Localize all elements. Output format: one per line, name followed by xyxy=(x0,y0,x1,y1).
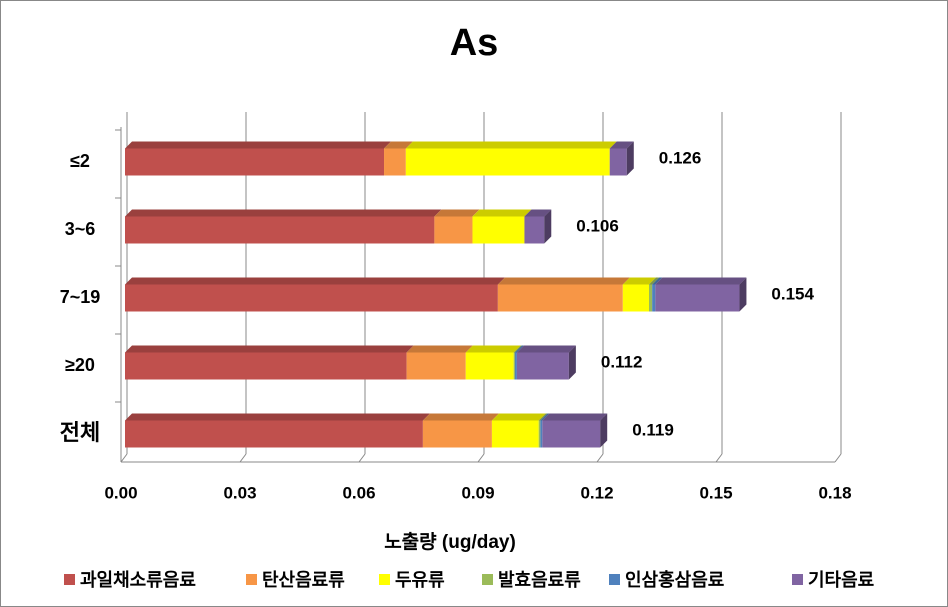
bar-top xyxy=(125,141,392,149)
y-tick-label: 전체 xyxy=(60,420,100,445)
bar xyxy=(125,420,423,448)
legend-label: 인삼홍삼음료 xyxy=(625,569,724,590)
total-label: 0.119 xyxy=(632,420,674,439)
bar-side xyxy=(568,345,576,380)
bar xyxy=(516,352,569,380)
y-tick-label: ≥20 xyxy=(65,355,95,375)
bar-top xyxy=(125,277,505,285)
bar xyxy=(524,216,545,244)
x-tick-label: 0.12 xyxy=(580,483,613,502)
legend-label: 탄산음료류 xyxy=(262,570,345,590)
bar xyxy=(125,148,385,176)
bar xyxy=(540,420,543,448)
bar-side xyxy=(600,413,608,448)
chart-title: As xyxy=(450,22,499,64)
total-label: 0.154 xyxy=(771,284,814,303)
bar xyxy=(125,216,435,244)
bar xyxy=(609,148,627,176)
grid-line xyxy=(596,453,604,463)
bar-top xyxy=(622,277,656,285)
bar-top xyxy=(514,345,524,353)
bar xyxy=(405,148,610,176)
bar-top xyxy=(125,413,430,421)
bar xyxy=(406,352,466,380)
bar-top xyxy=(648,277,660,285)
bar xyxy=(465,352,514,380)
bar xyxy=(434,216,473,244)
bar xyxy=(472,216,525,244)
legend-label: 발효음료류 xyxy=(498,570,581,590)
legend-swatch xyxy=(379,574,390,585)
bar xyxy=(622,284,649,312)
legend-label: 기타음료 xyxy=(808,570,874,590)
x-tick-label: 0.09 xyxy=(461,483,494,502)
bar-top xyxy=(125,345,414,353)
bar xyxy=(422,420,492,448)
y-tick-label: 3~6 xyxy=(65,219,96,239)
bar xyxy=(384,148,406,176)
bar-top xyxy=(538,413,548,421)
bar-top xyxy=(434,209,480,217)
y-tick-label: 7~19 xyxy=(60,287,101,307)
legend-swatch xyxy=(246,574,257,585)
bar xyxy=(648,284,653,312)
bar-top xyxy=(652,277,663,285)
bar xyxy=(655,284,740,312)
x-tick-label: 0.00 xyxy=(104,483,137,502)
bar-top xyxy=(384,141,413,149)
bar-top xyxy=(125,209,442,217)
x-tick-label: 0.06 xyxy=(342,483,375,502)
legend-swatch xyxy=(792,574,803,585)
total-label: 0.106 xyxy=(576,216,619,235)
bar xyxy=(125,284,498,312)
grid-line xyxy=(834,453,842,463)
bar xyxy=(652,284,656,312)
bar-top xyxy=(540,413,550,421)
bar-top xyxy=(516,345,576,353)
legend-swatch xyxy=(609,574,620,585)
bar xyxy=(513,352,515,380)
bar xyxy=(542,420,601,448)
bar-top xyxy=(491,413,546,421)
legend-label: 두유류 xyxy=(395,570,445,590)
bar-top xyxy=(422,413,499,421)
x-tick-label: 0.15 xyxy=(699,483,732,502)
bar-top xyxy=(406,345,473,353)
bar xyxy=(538,420,541,448)
grid-line xyxy=(358,453,366,463)
bar xyxy=(497,284,623,312)
bar xyxy=(514,352,517,380)
bar xyxy=(491,420,539,448)
x-tick-label: 0.03 xyxy=(223,483,256,502)
total-label: 0.112 xyxy=(601,352,643,371)
bar-top xyxy=(524,209,552,217)
x-tick-label: 0.18 xyxy=(818,483,851,502)
grid-line xyxy=(477,453,485,463)
bar-top xyxy=(405,141,617,149)
legend-swatch xyxy=(64,574,75,585)
bar-top xyxy=(609,141,634,149)
bar-top xyxy=(472,209,532,217)
bar-top xyxy=(497,277,630,285)
legend-swatch xyxy=(482,574,493,585)
grid-line xyxy=(715,453,723,463)
grid-line xyxy=(120,453,128,463)
bar-top xyxy=(542,413,608,421)
bar-side xyxy=(626,141,634,176)
bar-side xyxy=(544,209,552,244)
y-tick-label: ≤2 xyxy=(70,151,90,171)
total-label: 0.126 xyxy=(659,148,702,167)
legend-label: 과일채소류음료 xyxy=(80,570,196,590)
bar-top xyxy=(513,345,522,353)
bar-top xyxy=(655,277,747,285)
bar xyxy=(125,352,407,380)
x-axis-label: 노출량 (ug/day) xyxy=(384,531,516,553)
grid-line xyxy=(239,453,247,463)
bar-top xyxy=(465,345,521,353)
bar-side xyxy=(739,277,747,312)
